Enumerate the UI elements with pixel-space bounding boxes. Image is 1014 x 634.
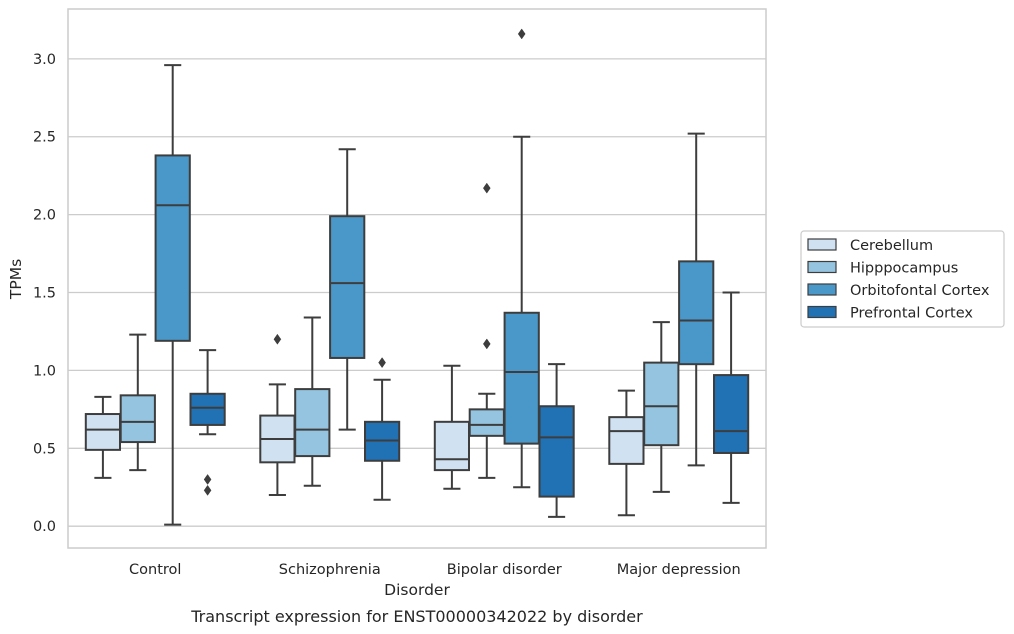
iqr-box [84,413,122,451]
y-tick-label: 0.5 [33,441,56,457]
outlier-point [482,338,491,350]
box-0-0 [84,395,122,479]
box-1-2 [329,148,366,431]
legend-label: Cerebellum [850,238,933,254]
box-0-2 [154,64,191,526]
y-tick-label: 3.0 [33,52,56,68]
iqr-box [433,420,471,472]
box-2-3 [538,363,575,518]
iqr-box [503,311,540,445]
box-3-3 [712,291,750,504]
x-tick-label: Control [129,562,181,578]
iqr-box [189,392,226,426]
legend-swatch [807,305,837,319]
box-1-1 [294,316,331,487]
y-tick-label: 0.0 [33,519,56,535]
iqr-box [154,154,191,342]
legend-swatch [807,283,837,296]
box-3-2 [678,132,715,467]
x-tick-labels: Control Schizophrenia Bipolar disorder Majo… [129,562,741,578]
box-1-3 [363,357,401,501]
y-tick-label: 1.5 [33,286,56,302]
iqr-box [119,394,156,444]
y-tick-label: 1.0 [33,363,56,379]
iqr-box [468,408,505,437]
x-tick-label: Bipolar disorder [447,562,562,578]
y-axis-title: TPMs [7,259,25,300]
y-tick-label: 2.5 [33,130,56,146]
legend-frame [800,230,1005,328]
x-axis-title: Disorder [384,581,450,599]
box-2-0 [433,364,471,490]
legend-swatch [807,238,837,251]
y-tick-labels: 0.0 0.5 1.0 1.5 2.0 2.5 3.0 [33,52,56,535]
box-0-1 [119,333,156,472]
iqr-box [294,388,331,458]
box-2-1 [468,182,505,479]
outlier-point [378,357,386,369]
legend-label: Hipppocampus [850,261,958,277]
iqr-box [329,215,366,359]
box-2-2 [503,28,540,489]
outlier-point [203,484,212,496]
legend-swatch [807,260,837,274]
legend-label: Orbitofontal Cortex [850,283,990,299]
legend-label: Prefrontal Cortex [850,306,973,322]
iqr-box [678,260,715,366]
outlier-point [482,182,491,194]
iqr-box [608,416,645,465]
box-3-0 [608,389,645,517]
box-plot-marks [84,28,750,526]
outlier-point [203,474,212,485]
x-tick-label: Schizophrenia [279,562,381,578]
box-3-1 [643,321,680,493]
box-1-0 [259,333,296,497]
outlier-point [517,28,526,40]
box-0-3 [189,349,226,496]
iqr-box [712,374,750,454]
iqr-box [643,361,680,447]
iqr-box [538,405,575,498]
y-tick-label: 2.0 [33,208,56,224]
plot-frame [67,8,767,549]
chart-caption: Transcript expression for ENST0000034202… [190,607,643,626]
legend: Cerebellum Hipppocampus Orbitofontal Corte… [800,230,1005,328]
outlier-point [273,333,282,345]
x-tick-label: Major depression [617,562,741,578]
